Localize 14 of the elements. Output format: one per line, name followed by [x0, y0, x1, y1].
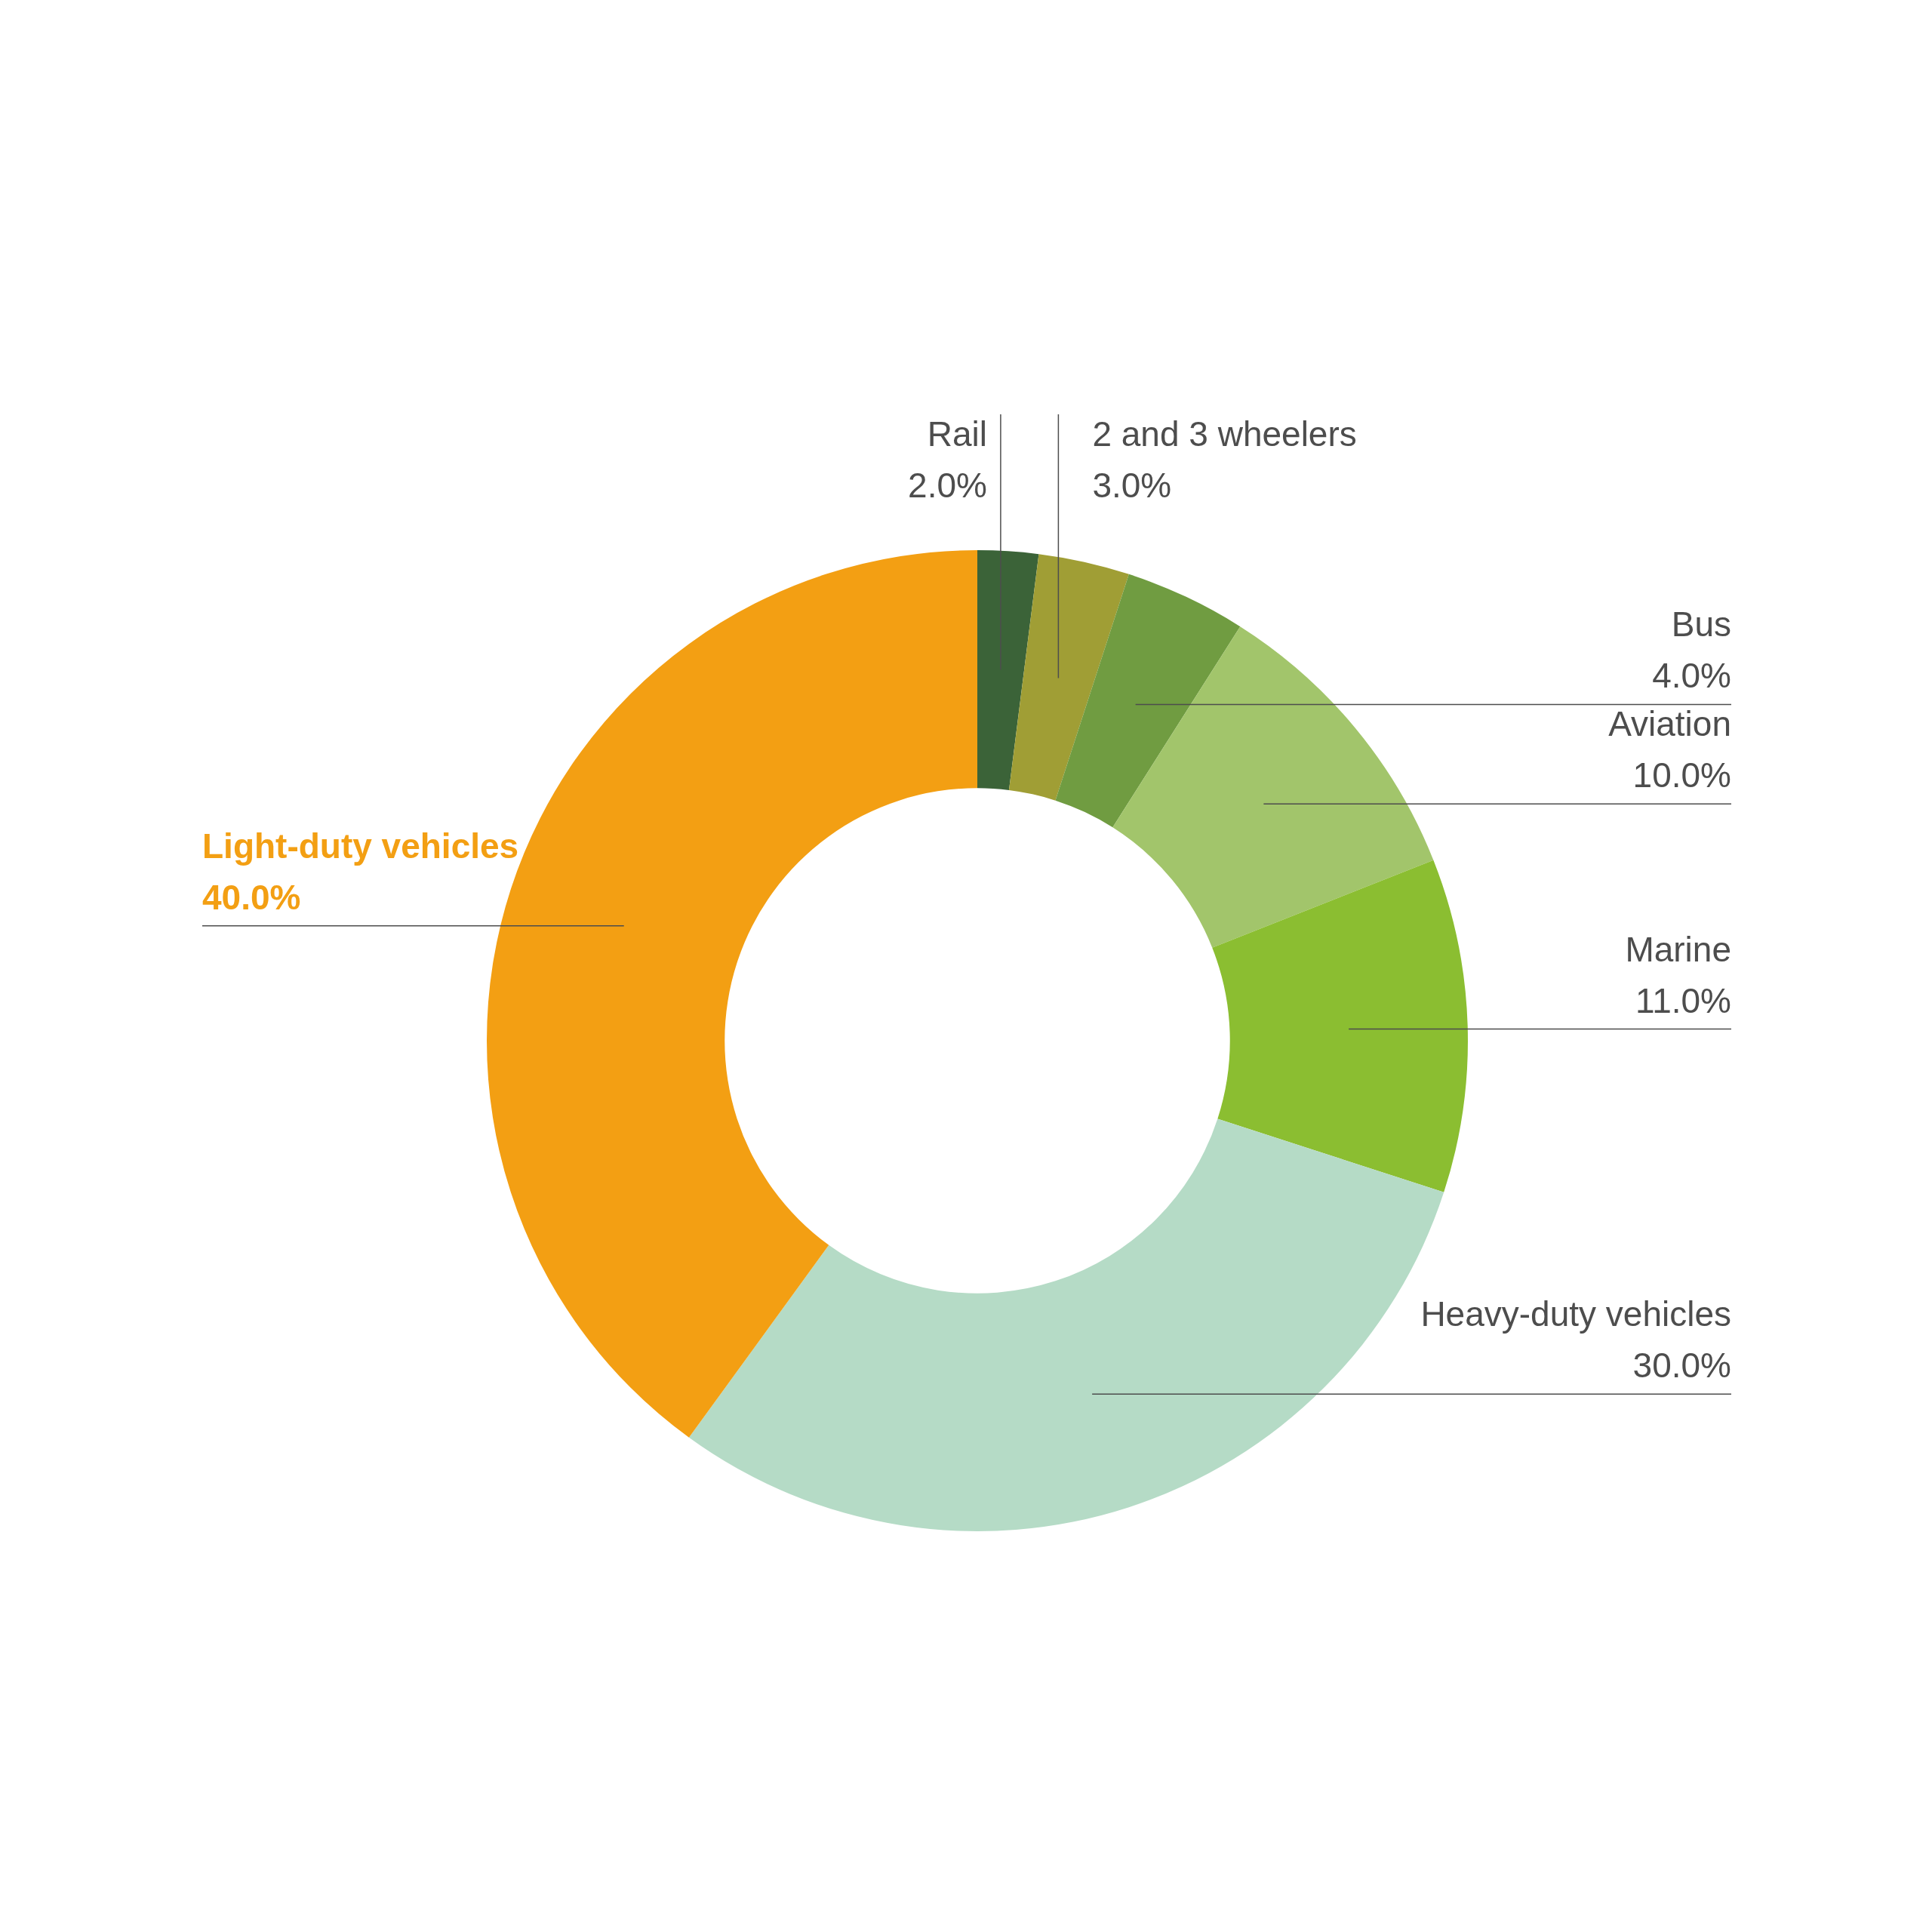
data-label: 30.0% [1632, 1346, 1731, 1386]
data-label: 2.0% [908, 466, 987, 505]
data-label: 11.0% [1635, 980, 1731, 1020]
slice-label: Light-duty vehicles [202, 826, 519, 866]
data-label: 40.0% [202, 877, 301, 917]
slice-label: 2 and 3 wheelers [1092, 414, 1357, 454]
slice-label: Heavy-duty vehicles [1420, 1294, 1731, 1334]
slice-label: Rail [927, 414, 987, 454]
slice-label: Aviation [1608, 704, 1731, 744]
data-label: 4.0% [1652, 656, 1731, 696]
data-label: 10.0% [1632, 755, 1731, 795]
data-label: 3.0% [1092, 466, 1172, 505]
slice-label: Marine [1625, 929, 1731, 969]
slice-label: Bus [1671, 605, 1731, 645]
